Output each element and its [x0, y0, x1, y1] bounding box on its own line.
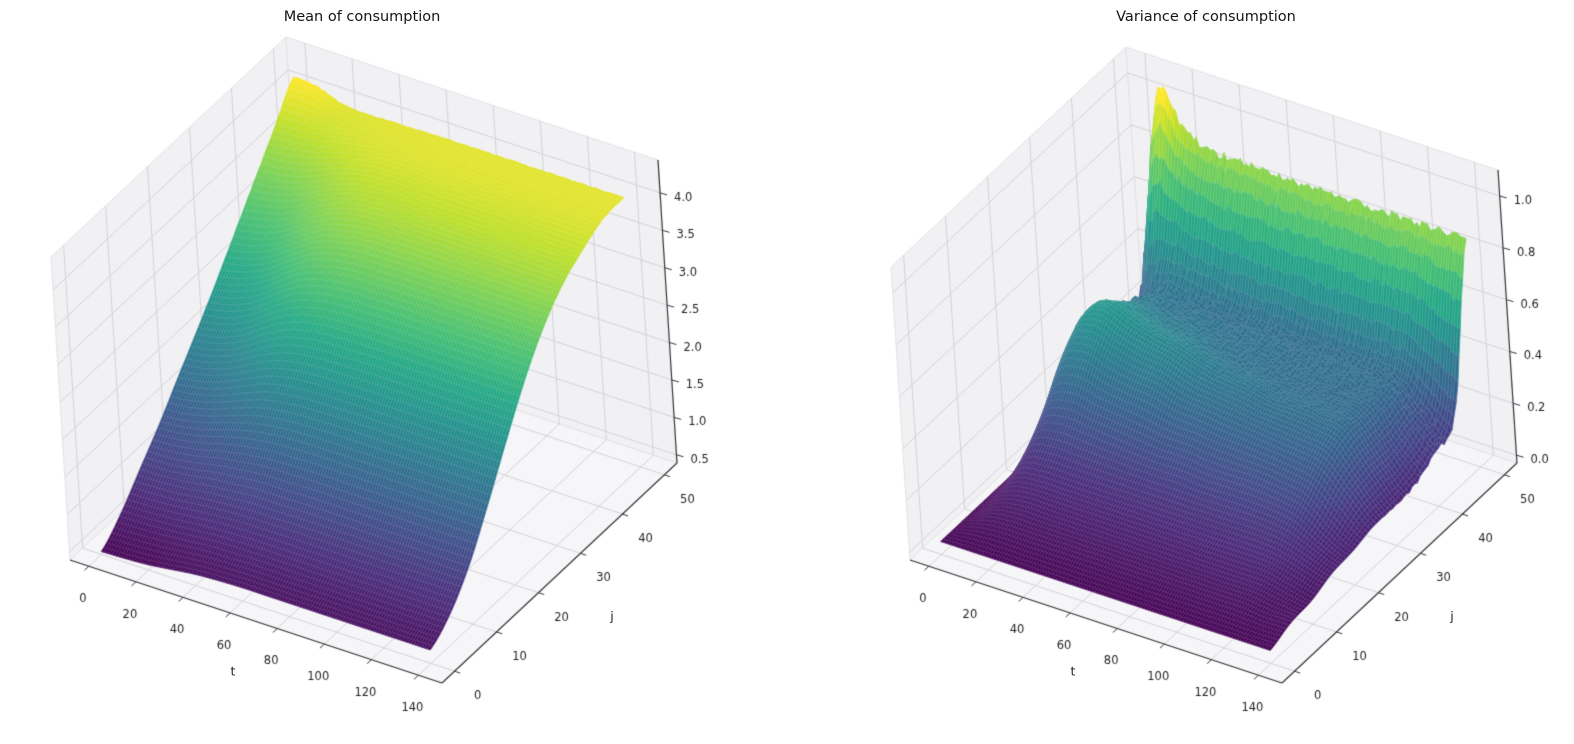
plot-title-variance: Variance of consumption [1116, 9, 1296, 25]
plot-title-mean: Mean of consumption [283, 9, 441, 25]
x-axis-label-mean: t [230, 663, 236, 679]
y-axis-label-mean: j [610, 608, 614, 624]
y-axis-label-variance: j [1450, 608, 1454, 624]
x-axis-label-variance: t [1070, 663, 1076, 679]
